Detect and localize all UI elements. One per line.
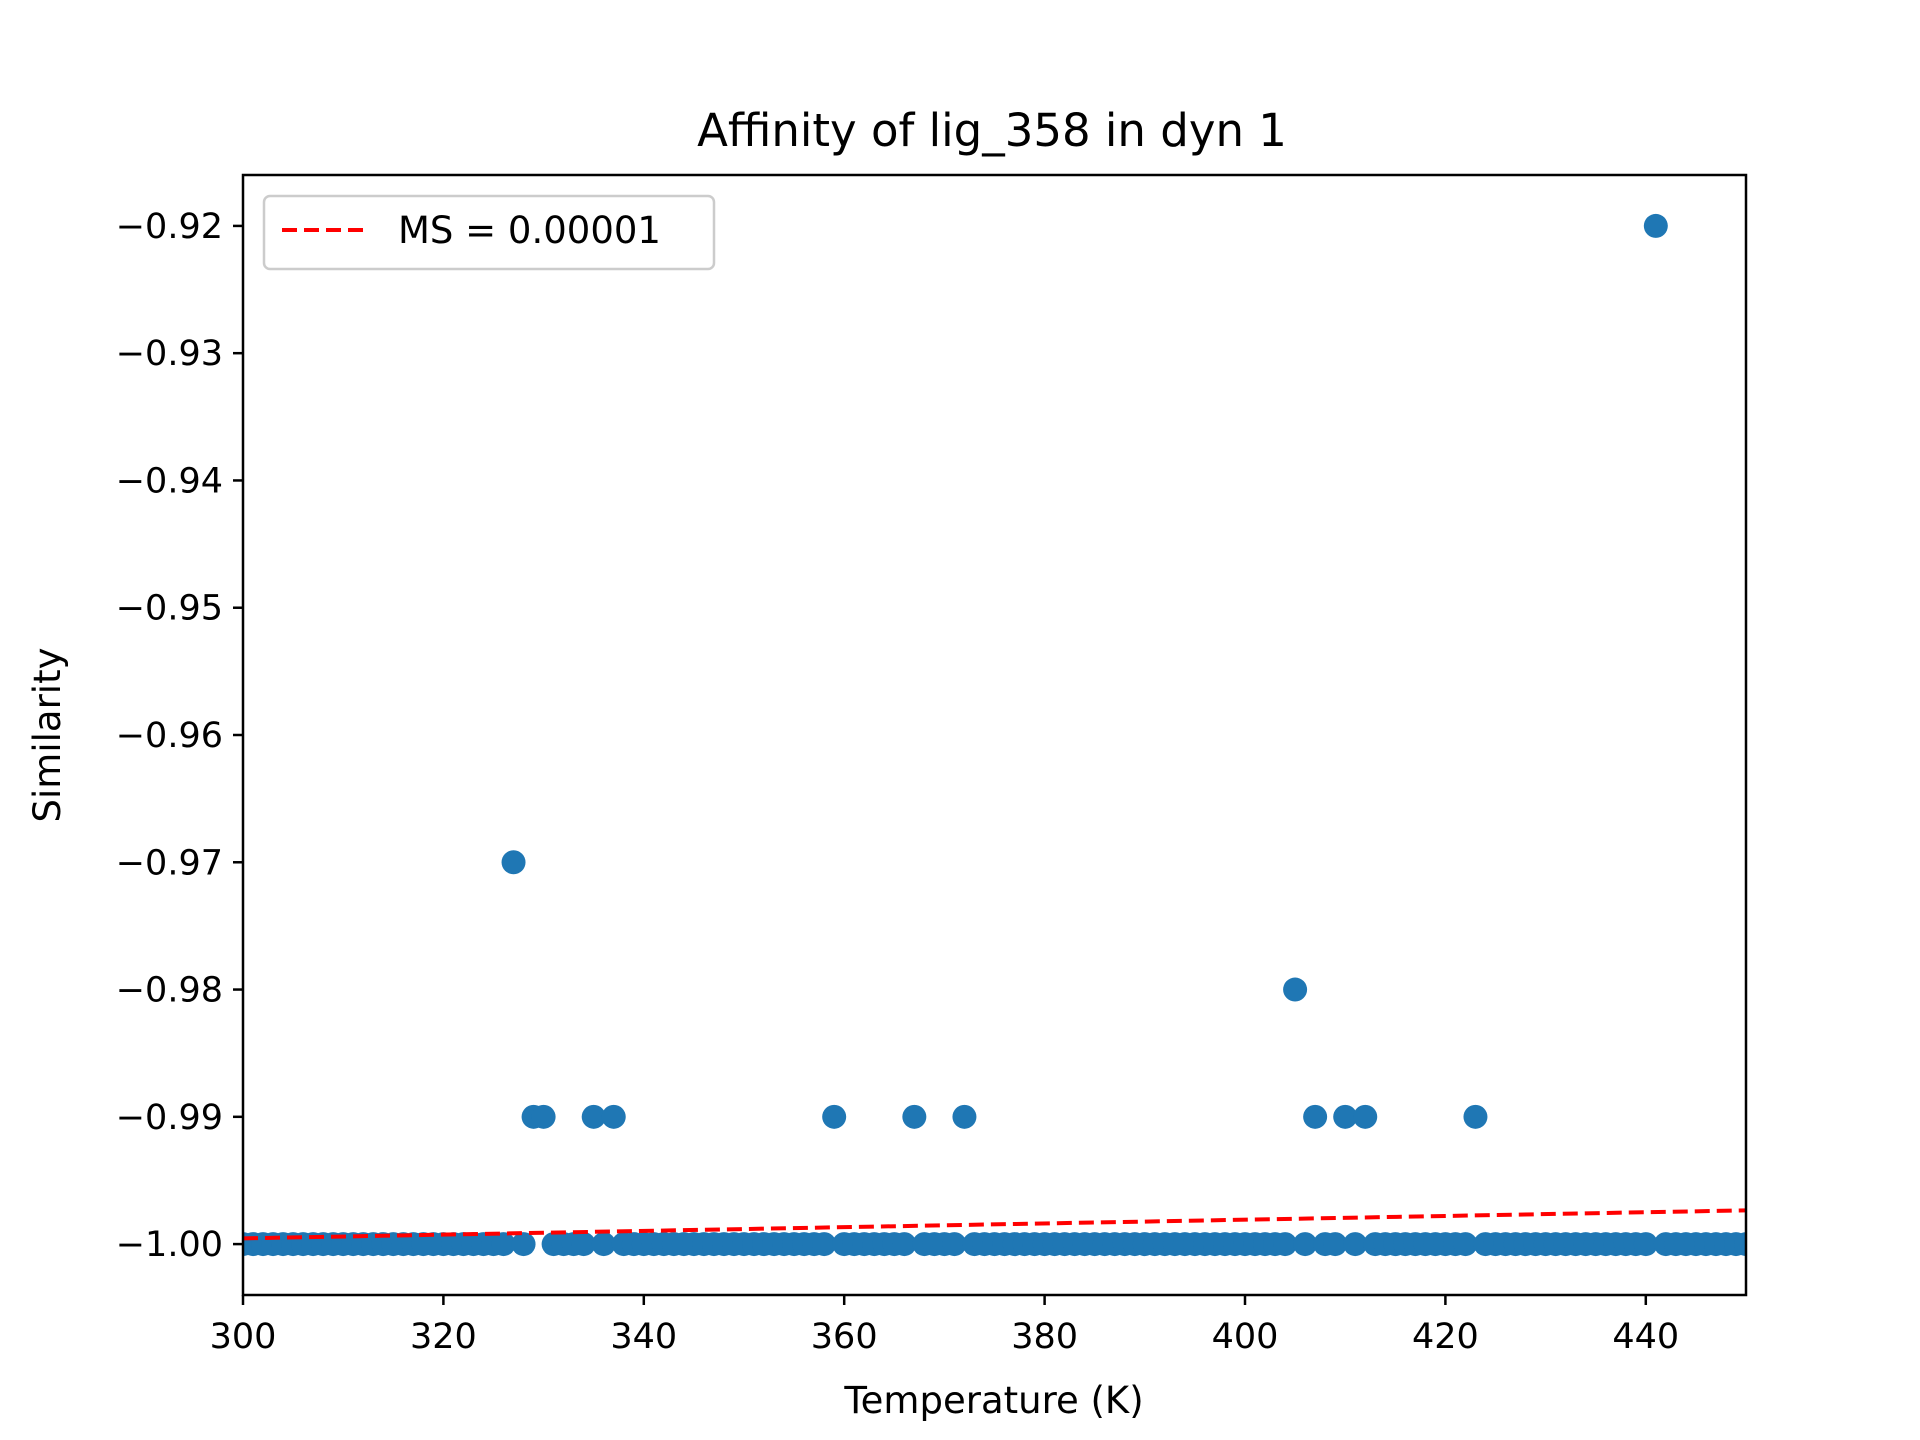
data-point	[1463, 1104, 1488, 1129]
data-point	[1353, 1104, 1378, 1129]
data-point	[952, 1104, 977, 1129]
data-point	[1273, 1232, 1298, 1257]
data-point	[1453, 1232, 1478, 1257]
data-point	[1303, 1104, 1328, 1129]
legend: MS = 0.00001	[262, 194, 716, 271]
data-point	[1283, 977, 1308, 1002]
data-point	[902, 1104, 927, 1129]
y-axis-label: Similarity	[26, 648, 69, 823]
data-point	[1293, 1232, 1318, 1257]
x-tick-label: 300	[210, 1317, 277, 1357]
data-point	[812, 1232, 837, 1257]
plot-area	[243, 213, 1746, 1257]
data-point	[601, 1104, 626, 1129]
x-tick-label: 380	[1011, 1317, 1078, 1357]
y-axis: −1.00 −0.99 −0.98 −0.97 −0.96 −0.95 −0.94 −0.93…	[116, 207, 243, 1265]
y-tick-label: −0.98	[116, 971, 223, 1011]
y-tick-label: −1.00	[116, 1225, 223, 1265]
x-axis-label: Temperature (K)	[843, 1379, 1143, 1422]
legend-label-ms: MS = 0.00001	[398, 209, 661, 252]
data-point	[1734, 1232, 1746, 1257]
legend-box	[262, 194, 716, 271]
x-tick-label: 440	[1612, 1317, 1679, 1357]
data-point	[822, 1104, 847, 1129]
data-point	[501, 850, 526, 875]
data-point	[531, 1104, 556, 1129]
data-point	[1643, 213, 1668, 238]
x-tick-label: 340	[610, 1317, 677, 1357]
y-tick-label: −0.93	[116, 334, 223, 374]
y-tick-label: −0.95	[116, 589, 223, 629]
data-point	[942, 1232, 967, 1257]
data-point	[1333, 1104, 1358, 1129]
y-tick-label: −0.97	[116, 843, 223, 883]
x-tick-label: 400	[1212, 1317, 1279, 1357]
x-tick-label: 320	[410, 1317, 477, 1357]
data-point	[892, 1232, 917, 1257]
data-point	[1633, 1232, 1658, 1257]
data-point	[1323, 1232, 1348, 1257]
x-axis: 300 320 340 360 380 400 420 440	[210, 1295, 1679, 1357]
data-point	[491, 1232, 516, 1257]
y-tick-label: −0.94	[116, 461, 223, 501]
data-point	[1343, 1232, 1368, 1257]
x-tick-label: 360	[811, 1317, 878, 1357]
data-point	[511, 1232, 536, 1257]
data-point	[581, 1104, 606, 1129]
data-point	[591, 1232, 616, 1257]
chart-title: Affinity of lig_358 in dyn 1	[697, 104, 1287, 157]
y-tick-label: −0.96	[116, 716, 223, 756]
data-point	[571, 1232, 596, 1257]
y-tick-label: −0.99	[116, 1098, 223, 1138]
series-line-ms	[243, 1208, 1746, 1241]
x-tick-label: 420	[1412, 1317, 1479, 1357]
y-tick-label: −0.92	[116, 207, 223, 247]
